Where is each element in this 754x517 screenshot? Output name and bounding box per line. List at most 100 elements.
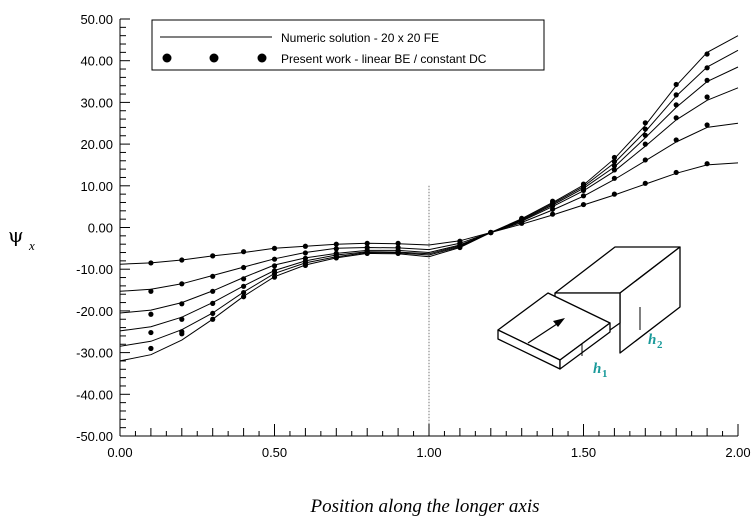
present-work-point	[210, 253, 216, 259]
present-work-point	[271, 245, 278, 251]
present-work-point	[611, 159, 618, 165]
legend-marker-swatch	[162, 53, 172, 63]
present-work-point	[333, 246, 339, 252]
present-work-point	[642, 126, 648, 132]
present-work-point	[519, 215, 525, 221]
present-work-point	[148, 311, 154, 317]
present-work-point	[642, 180, 648, 186]
y-axis-label-subscript: x	[28, 238, 35, 253]
y-tick-label: 20.00	[80, 137, 113, 152]
y-tick-label: -30.00	[76, 346, 113, 361]
present-work-point	[210, 316, 216, 322]
present-work-point	[673, 169, 679, 176]
y-tick-label: 0.00	[88, 221, 113, 236]
present-work-point	[179, 301, 185, 307]
y-tick-label: 30.00	[80, 95, 113, 110]
present-work-point	[673, 137, 679, 143]
numeric-solution-line	[119, 66, 739, 332]
present-work-points	[148, 51, 710, 352]
present-work-point	[302, 262, 308, 269]
present-work-point	[642, 157, 648, 163]
axis-arrow-shaft	[527, 321, 561, 344]
numeric-solution-line	[119, 49, 739, 347]
legend-marker-swatch	[257, 53, 267, 63]
present-work-point	[704, 51, 710, 57]
present-work-point	[673, 81, 679, 88]
present-work-point	[488, 229, 494, 236]
present-work-point	[550, 211, 556, 217]
present-work-point	[241, 289, 247, 296]
present-work-point	[704, 77, 710, 83]
present-work-point	[611, 175, 618, 181]
present-work-point	[673, 115, 679, 121]
present-work-point	[580, 201, 587, 208]
present-work-point	[704, 122, 710, 128]
present-work-point	[148, 345, 154, 352]
present-work-point	[611, 191, 618, 197]
present-work-point	[550, 198, 556, 204]
thick-plate-side-face	[619, 246, 681, 354]
h1-subscript: 1	[602, 368, 608, 380]
present-work-point	[333, 255, 339, 261]
present-work-point	[148, 260, 154, 266]
numeric-solution-line	[119, 162, 739, 265]
present-work-point	[241, 283, 247, 289]
present-work-point	[241, 276, 247, 282]
y-tick-label: 10.00	[80, 179, 113, 194]
present-work-point	[302, 243, 308, 249]
present-work-point	[271, 256, 278, 262]
x-tick-label: 1.00	[416, 445, 441, 460]
x-tick-label: 1.50	[571, 445, 596, 460]
legend-box	[151, 19, 545, 71]
y-tick-label: -50.00	[76, 429, 113, 444]
present-work-point	[179, 281, 185, 287]
present-work-point	[611, 154, 618, 161]
legend-marker-label: Present work - linear BE / constant DC	[281, 52, 487, 66]
present-work-point	[148, 329, 154, 336]
present-work-point	[364, 240, 370, 246]
thin-plate-side-face	[559, 322, 611, 370]
present-work-point	[611, 163, 618, 169]
present-work-point	[580, 181, 587, 187]
y-axis-label: ψ x	[8, 223, 35, 253]
present-work-point	[210, 273, 216, 279]
present-work-point	[148, 288, 154, 294]
present-work-point	[457, 244, 463, 251]
present-work-point	[271, 263, 278, 269]
x-tick-label: 0.50	[262, 445, 287, 460]
x-axis: 0.00 0.50 1.00 1.50 2.00	[107, 424, 751, 460]
present-work-point	[395, 250, 401, 256]
present-work-point	[704, 65, 710, 71]
numeric-solution-line	[119, 122, 739, 292]
h2-label: h	[648, 332, 656, 348]
present-work-point	[611, 167, 618, 173]
present-work-point	[642, 120, 648, 126]
present-work-point	[241, 264, 247, 271]
axis-arrow-head	[553, 318, 565, 327]
present-work-point	[179, 331, 185, 337]
y-tick-label: -20.00	[76, 304, 113, 319]
present-work-point	[271, 274, 278, 280]
present-work-point	[179, 316, 185, 322]
present-work-point	[210, 288, 216, 294]
numeric-solution-line	[119, 87, 739, 314]
y-axis: 50.00 40.00 30.00 20.00 10.00 0.00 -10.00 -20.0…	[76, 12, 130, 444]
legend-line-label: Numeric solution - 20 x 20 FE	[281, 31, 439, 45]
present-work-point	[642, 132, 648, 138]
present-work-point	[210, 300, 216, 306]
y-axis-label-symbol: ψ	[8, 223, 24, 247]
y-tick-label: -10.00	[76, 262, 113, 277]
numeric-solution-line	[119, 35, 739, 362]
numeric-solution-lines	[119, 35, 739, 362]
legend: Numeric solution - 20 x 20 FE Present wo…	[151, 19, 545, 71]
present-work-point	[395, 240, 401, 246]
present-work-point	[642, 141, 648, 147]
legend-marker-swatch	[209, 53, 219, 63]
present-work-point	[580, 193, 587, 199]
present-work-point	[210, 310, 216, 317]
plot-area	[119, 19, 738, 437]
present-work-point	[704, 94, 710, 100]
present-work-point	[241, 294, 247, 300]
present-work-point	[302, 250, 308, 256]
